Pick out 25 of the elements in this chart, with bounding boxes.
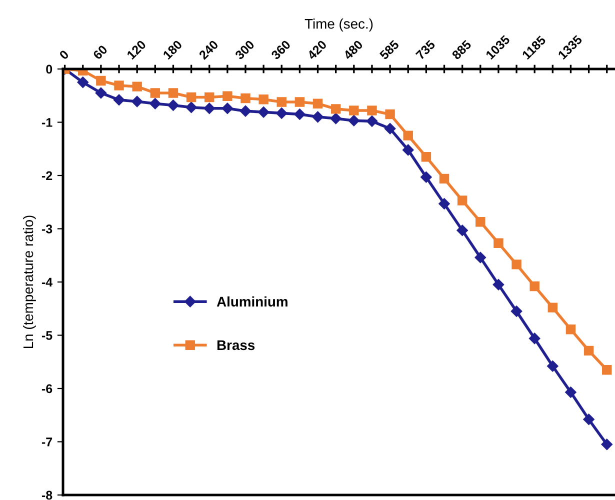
x-tick-label: 120: [126, 40, 146, 60]
x-tick-label: 480: [342, 40, 364, 60]
y-axis-title: Ln (temperature ratio): [22, 216, 36, 348]
y-tick-label: -4: [42, 278, 53, 287]
legend-label: Aluminium: [216, 296, 288, 307]
y-tick-label: -6: [42, 384, 52, 394]
x-tick-label: 240: [198, 40, 219, 60]
y-tick-label: -2: [42, 171, 52, 180]
x-tick-label: 300: [234, 40, 255, 60]
y-tick-label: -5: [42, 331, 52, 340]
x-axis-title: Time (sec.): [304, 18, 373, 32]
x-tick-label: 885: [451, 40, 472, 60]
y-tick-label: -7: [42, 438, 52, 446]
x-tick-label: 735: [415, 40, 436, 60]
y-tick-label: -3: [42, 224, 52, 234]
y-tick-label: 0: [46, 64, 52, 74]
x-tick-label: 420: [306, 40, 328, 60]
y-tick-label: -1: [42, 118, 52, 127]
x-tick-label: 360: [270, 40, 292, 60]
x-tick-label: 585: [379, 40, 400, 60]
legend-label: Brass: [217, 340, 255, 350]
y-tick-label: -8: [42, 490, 52, 500]
x-tick-label: 180: [162, 40, 183, 60]
x-tick-label: 60: [92, 44, 108, 60]
x-tick-label: 0: [58, 49, 70, 60]
